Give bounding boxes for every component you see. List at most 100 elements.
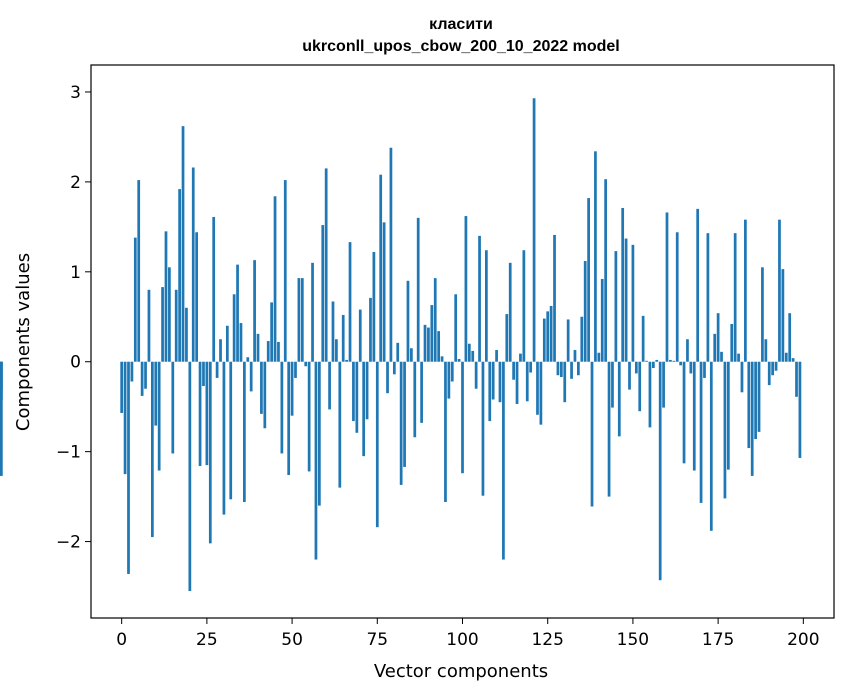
bar-76 [379, 174, 383, 362]
bar-36 [243, 361, 246, 502]
bar-43 [266, 341, 270, 362]
y-axis-ticks: −2 −1 0 1 2 3 [56, 83, 91, 553]
y-tick-label: 2 [70, 173, 81, 193]
bar-95 [444, 361, 447, 502]
bar-28 [215, 361, 219, 378]
bar-27 [212, 216, 216, 362]
bar-14 [168, 267, 171, 362]
bar-196 [788, 313, 792, 362]
bar-13 [164, 231, 168, 362]
x-tick-label: 50 [281, 630, 303, 650]
bar-106 [481, 361, 485, 496]
bar-66 [345, 359, 348, 362]
bar-65 [341, 314, 345, 362]
bar-112 [502, 361, 505, 560]
bar-9 [150, 361, 154, 538]
bar-169 [696, 208, 700, 362]
bar-84 [406, 280, 410, 362]
bar-4 [133, 237, 137, 362]
bar-148 [624, 238, 628, 362]
bar-191 [771, 361, 775, 376]
bar-130 [563, 361, 567, 403]
bar-121 [532, 98, 536, 362]
bar-3 [130, 361, 134, 382]
bar-19 [185, 307, 188, 362]
x-tick-label: 150 [617, 630, 649, 650]
bar-166 [686, 339, 689, 362]
bar-195 [784, 352, 788, 362]
bar-88 [420, 361, 423, 423]
chart-title-line-1: класити [429, 16, 493, 33]
bar-109 [491, 361, 495, 400]
bar-68 [352, 361, 355, 422]
bar-146 [617, 361, 621, 437]
bar-117 [519, 353, 522, 362]
bar-190 [767, 361, 771, 386]
bar-86 [413, 361, 417, 438]
bar-47 [280, 361, 284, 454]
bar-45 [273, 196, 277, 362]
bar-113 [505, 314, 509, 362]
bar-163 [675, 232, 679, 362]
bar-185 [750, 361, 754, 476]
bar-71 [362, 361, 366, 457]
bar-1 [123, 361, 127, 475]
x-tick-label: 25 [196, 630, 218, 650]
bar-162 [672, 360, 676, 362]
bar-188 [761, 267, 764, 362]
bar-24 [202, 361, 205, 387]
x-tick-label: 175 [702, 630, 734, 650]
y-tick-label: 1 [70, 263, 81, 283]
bar-145 [614, 251, 618, 362]
bar-57 [314, 361, 318, 560]
bar-37 [246, 357, 250, 362]
bar-51 [294, 361, 297, 378]
bar-182 [740, 361, 744, 393]
bar-126 [549, 305, 553, 362]
bar-89 [423, 324, 427, 362]
bar-137 [587, 198, 590, 362]
bar-153 [641, 315, 645, 362]
bar-108 [488, 361, 492, 422]
bar-96 [447, 361, 451, 399]
bar-181 [737, 353, 740, 362]
bar-60 [324, 168, 328, 362]
bar-83 [403, 361, 406, 467]
bar-143 [607, 361, 611, 497]
y-tick-label: 0 [70, 353, 81, 373]
bar-165 [682, 361, 686, 464]
bar-140 [597, 352, 601, 362]
bar-138 [590, 361, 594, 507]
bar-132 [570, 361, 573, 379]
bar-5 [137, 180, 141, 362]
bar-120 [529, 361, 533, 373]
bar-44 [270, 302, 273, 362]
y-tick-label: −1 [56, 443, 81, 463]
bar-135 [580, 316, 584, 362]
bar-6 [140, 361, 144, 396]
x-tick-label: 200 [787, 630, 819, 650]
bar-102 [467, 343, 471, 362]
bar-80 [392, 361, 396, 375]
bar-77 [382, 222, 386, 362]
bar-171 [703, 361, 706, 378]
bar-97 [450, 361, 454, 382]
bar-18 [181, 126, 185, 362]
bar-149 [628, 361, 631, 390]
bar-155 [648, 361, 652, 428]
bar-54 [304, 361, 308, 367]
bar-150 [631, 244, 635, 362]
bar-186 [754, 361, 757, 440]
bar-58 [317, 361, 321, 506]
bar-94 [440, 356, 444, 362]
bar-101 [464, 216, 468, 362]
bar-53 [300, 278, 304, 362]
bar-91 [430, 305, 434, 362]
bar-56 [311, 262, 314, 362]
bar-73 [369, 297, 372, 362]
bar-35 [239, 323, 243, 362]
bar-62 [331, 301, 335, 362]
bar-114 [508, 262, 512, 362]
bar-93 [437, 331, 441, 362]
